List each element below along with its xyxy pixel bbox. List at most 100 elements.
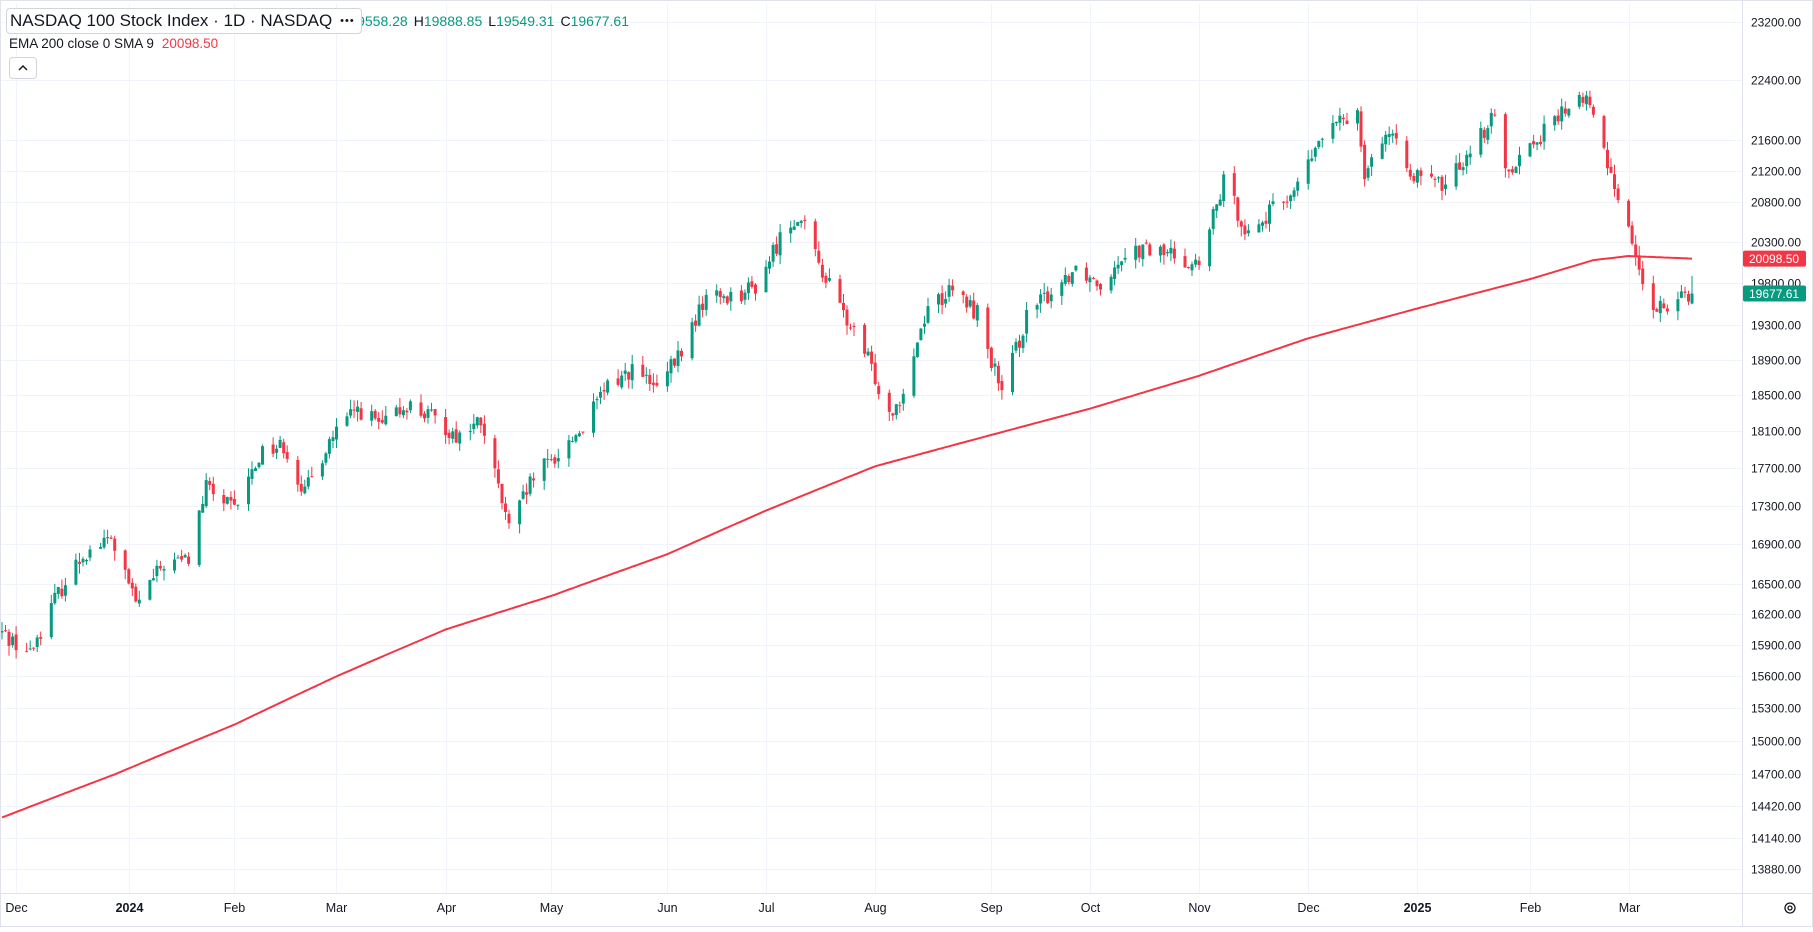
candle <box>1493 109 1497 117</box>
candle-body <box>349 409 353 416</box>
candle <box>500 483 504 510</box>
candle <box>4 625 7 633</box>
candle <box>423 411 426 423</box>
candle-body <box>993 363 997 367</box>
candle-body <box>1113 267 1117 280</box>
candle-body <box>1440 176 1444 191</box>
candle <box>1271 193 1275 207</box>
candle <box>1489 108 1493 134</box>
candle-body <box>496 469 500 484</box>
candle <box>123 549 127 580</box>
candle <box>1359 106 1363 153</box>
candle <box>1218 194 1222 207</box>
candle <box>1430 165 1433 179</box>
candle <box>1384 131 1388 152</box>
candle <box>1162 243 1166 265</box>
candle <box>370 404 374 427</box>
candle-body <box>549 459 553 461</box>
candle <box>222 489 226 512</box>
candle <box>570 436 574 443</box>
candle <box>1169 239 1173 262</box>
candle-body <box>102 537 106 548</box>
chart-settings-button[interactable] <box>1779 899 1801 921</box>
candle-body <box>275 448 279 453</box>
candle <box>1458 153 1462 170</box>
candle-body <box>356 406 360 412</box>
candle-body <box>49 603 53 638</box>
candle-body <box>1320 138 1324 140</box>
candle-body <box>989 347 993 368</box>
candle-body <box>866 351 870 356</box>
candle-body <box>1493 114 1497 116</box>
candle-body <box>1338 115 1342 123</box>
candle <box>1356 108 1359 131</box>
candle <box>1444 174 1447 196</box>
candle-body <box>926 306 930 323</box>
candle-body <box>85 560 88 562</box>
candle-body <box>1271 201 1275 204</box>
candle <box>1292 187 1296 201</box>
candle-body <box>665 371 669 387</box>
more-options-icon[interactable]: ••• <box>340 15 355 27</box>
candle <box>775 236 779 257</box>
candle-body <box>1658 300 1662 314</box>
candle-body <box>1095 280 1099 287</box>
candle-body <box>1588 96 1592 106</box>
candle <box>430 402 433 412</box>
indicator-legend[interactable]: EMA 200 close 0 SMA 9 20098.50 <box>9 36 218 51</box>
candle-body <box>458 432 462 444</box>
candle <box>870 345 874 371</box>
candle <box>975 303 979 327</box>
candle-body <box>961 291 965 295</box>
candle-body <box>472 423 476 429</box>
candle-body <box>648 374 652 384</box>
candle <box>704 289 708 316</box>
candle <box>581 431 585 435</box>
candle <box>257 462 261 469</box>
ohlc-low-value: 19549.31 <box>496 13 555 29</box>
candle-body <box>81 558 85 563</box>
candle <box>630 354 634 389</box>
candle <box>849 323 852 331</box>
x-tick-label: Mar <box>1619 901 1641 915</box>
candle-body <box>1158 246 1162 256</box>
candle <box>926 297 930 325</box>
candle-body <box>60 588 64 597</box>
ema-price-tag: 20098.50 <box>1743 250 1806 267</box>
candle-body <box>754 284 757 294</box>
candle-body <box>1148 244 1152 256</box>
candle <box>648 369 652 391</box>
collapse-legend-button[interactable] <box>9 57 37 79</box>
candle <box>1387 126 1391 146</box>
candle <box>32 647 36 651</box>
candle <box>556 448 560 469</box>
candle <box>236 504 240 510</box>
candle <box>898 401 902 414</box>
candle-body <box>109 537 113 539</box>
candle-body <box>1454 163 1458 187</box>
candle-body <box>616 378 620 385</box>
x-tick-label: Dec <box>1297 901 1319 915</box>
candle <box>1630 221 1634 246</box>
candle <box>1049 287 1053 309</box>
candle <box>28 640 32 651</box>
symbol-title[interactable]: NASDAQ 100 Stock Index · 1D · NASDAQ <box>10 11 333 30</box>
candle <box>278 435 282 448</box>
candle-body <box>408 401 412 411</box>
candle <box>912 348 916 398</box>
candle-body <box>1567 108 1571 116</box>
candle <box>986 303 990 359</box>
candle <box>1070 272 1074 287</box>
candle-body <box>1560 106 1564 122</box>
candle <box>1222 170 1226 207</box>
symbol-title-box[interactable]: NASDAQ 100 Stock Index · 1D · NASDAQ ••• <box>6 8 362 34</box>
x-tick-label: Feb <box>1520 901 1542 915</box>
candle <box>99 542 103 550</box>
candle-body <box>1268 204 1271 224</box>
candle <box>1264 211 1268 229</box>
x-tick-label: Oct <box>1081 901 1101 915</box>
candle-body <box>479 417 483 426</box>
candle-body <box>1613 174 1616 189</box>
